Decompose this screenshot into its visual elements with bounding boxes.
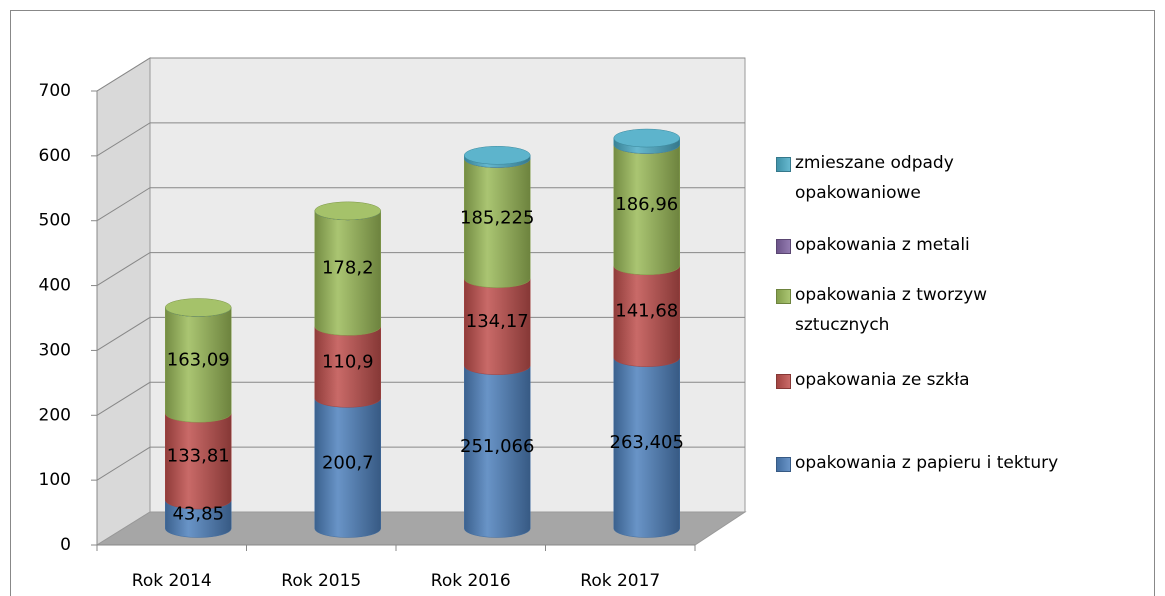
- legend-swatch: [776, 374, 791, 389]
- grid-line: [96, 316, 745, 351]
- data-label: 110,9: [322, 351, 374, 372]
- legend-swatch: [776, 239, 791, 254]
- legend-label: opakowania z papieru i tektury: [795, 453, 1059, 473]
- y-tick-label: 0: [60, 535, 71, 555]
- data-label: 141,68: [615, 301, 678, 322]
- y-tick-label: 300: [39, 340, 71, 360]
- y-tick-label: 200: [39, 405, 71, 425]
- side-wall: [96, 57, 151, 546]
- grid-line: [96, 252, 745, 286]
- x-tick-label: Rok 2015: [281, 571, 361, 591]
- data-label: 178,2: [322, 258, 374, 279]
- cylinder-cap: [165, 298, 232, 317]
- data-label: 163,09: [167, 349, 230, 370]
- grid-line: [96, 122, 745, 157]
- legend-label: opakowania z tworzyw sztucznych: [795, 285, 988, 335]
- data-label: 186,96: [615, 194, 678, 215]
- y-tick-label: 700: [39, 81, 71, 101]
- grid-line: [96, 57, 745, 92]
- x-tick-label: Rok 2017: [580, 571, 660, 591]
- y-tick-label: 500: [39, 211, 71, 231]
- x-tick-label: Rok 2014: [132, 571, 212, 591]
- data-label: 263,405: [610, 432, 684, 453]
- y-tick-label: 100: [39, 470, 71, 490]
- data-label: 43,85: [172, 503, 224, 524]
- legend-label: zmieszane odpady opakowaniowe: [795, 153, 954, 203]
- data-label: 251,066: [460, 436, 534, 457]
- grid-line: [96, 446, 745, 481]
- legend-swatch: [776, 289, 791, 304]
- legend-label: opakowania ze szkła: [795, 370, 970, 390]
- y-tick-label: 600: [39, 146, 71, 166]
- data-label: 185,225: [460, 208, 534, 229]
- legend-label: opakowania z metali: [795, 235, 970, 255]
- legend-swatch: [776, 157, 791, 172]
- grid-line: [96, 381, 745, 416]
- data-label: 134,17: [466, 311, 529, 332]
- cylinder-cap: [314, 201, 381, 221]
- legend-swatch: [776, 457, 791, 472]
- grid-line: [96, 187, 745, 222]
- cylinder-cap: [464, 146, 531, 165]
- x-tick-label: Rok 2016: [431, 571, 511, 591]
- cylinder-cap: [613, 128, 680, 148]
- data-label: 200,7: [322, 452, 374, 473]
- y-tick-label: 400: [39, 276, 71, 296]
- data-label: 133,81: [167, 446, 230, 467]
